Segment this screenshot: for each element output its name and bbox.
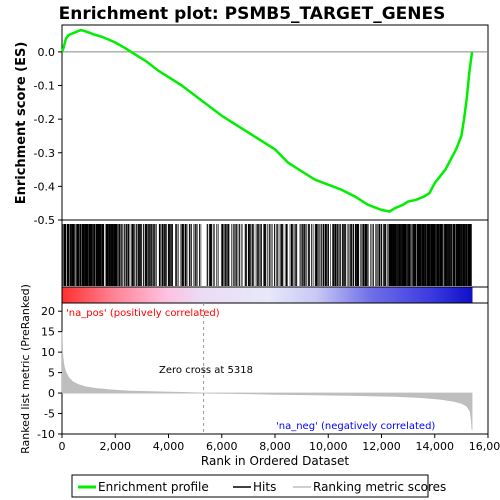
enrichment-profile-line — [60, 28, 474, 213]
pos-label: 'na_pos' (positively correlated) — [66, 308, 220, 319]
x-tick-label: 16,000 — [469, 440, 500, 453]
ranking-metric-area — [61, 331, 473, 430]
legend-label-hits: Hits — [253, 480, 276, 494]
es-tick-label: -0.5 — [34, 214, 55, 227]
es-tick-label: -0.4 — [34, 180, 55, 193]
x-tick-label: 12,000 — [362, 440, 401, 453]
rank-tick-label: 5 — [48, 367, 55, 380]
rank-tick-label: 15 — [41, 326, 55, 339]
x-axis-label: Rank in Ordered Dataset — [201, 454, 349, 468]
rank-axis-label: Ranked list metric (PreRanked) — [19, 284, 32, 454]
es-tick-label: 0.0 — [38, 46, 56, 59]
x-tick-label: 6,000 — [206, 440, 238, 453]
rank-panel — [61, 302, 489, 435]
rank-gradient-bar — [62, 287, 473, 303]
legend-label-enrichment: Enrichment profile — [98, 480, 209, 494]
zero-cross-label: Zero cross at 5318 — [159, 365, 253, 376]
rank-tick-label: -5 — [44, 408, 55, 421]
x-tick-label: 4,000 — [153, 440, 185, 453]
neg-label: 'na_neg' (negatively correlated) — [276, 421, 435, 432]
rank-tick-label: 20 — [41, 305, 55, 318]
rank-tick-label: -10 — [37, 428, 55, 441]
rank-tick-label: 0 — [48, 387, 55, 400]
legend-box — [71, 474, 429, 498]
x-tick-label: 10,000 — [309, 440, 348, 453]
legend-label-ranking: Ranking metric scores — [313, 480, 446, 494]
es-panel — [61, 24, 489, 221]
rank-layer — [61, 303, 473, 434]
rank-tick-label: 10 — [41, 346, 55, 359]
x-tick-label: 0 — [59, 440, 66, 453]
es-tick-label: -0.3 — [34, 147, 55, 160]
x-tick-label: 8,000 — [259, 440, 291, 453]
hits-layer — [61, 224, 472, 286]
es-axis-label: Enrichment score (ES) — [14, 42, 29, 205]
es-tick-label: -0.2 — [34, 113, 55, 126]
es-layer — [60, 28, 488, 213]
es-tick-label: -0.1 — [34, 80, 55, 93]
x-tick-label: 14,000 — [416, 440, 455, 453]
chart-title: Enrichment plot: PSMB5_TARGET_GENES — [59, 4, 446, 24]
axis-layer: 0 2,000 4,000 6,000 8,000 10,000 12,000 14,000 1… — [34, 46, 500, 453]
x-tick-label: 2,000 — [100, 440, 132, 453]
